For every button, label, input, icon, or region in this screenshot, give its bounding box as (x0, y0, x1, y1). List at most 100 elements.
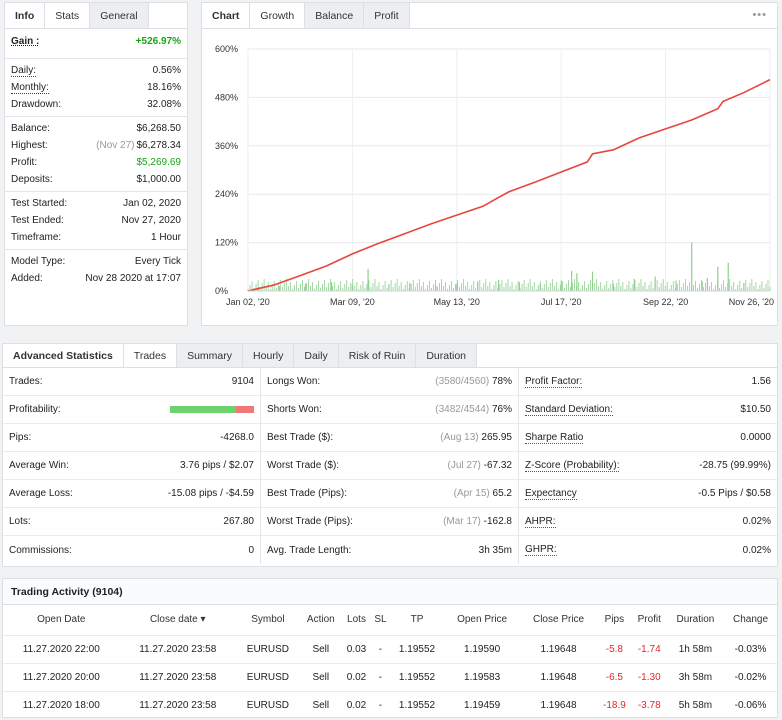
volume-bar (727, 283, 729, 291)
volume-bar (402, 289, 404, 291)
volume-bar (562, 281, 563, 291)
volume-bar (481, 287, 483, 291)
volume-bar (731, 286, 733, 291)
balance-value: $6,268.50 (136, 123, 182, 134)
balance-row: Balance: $6,268.50 (11, 120, 181, 137)
drawdown-label: Drawdown: (11, 99, 62, 110)
table-row[interactable]: 11.27.2020 18:00 11.27.2020 23:58 EURUSD Se… (3, 690, 777, 719)
volume-bar (545, 280, 547, 291)
column-header[interactable]: Close date ▾ (149, 614, 206, 626)
volume-bar (541, 288, 543, 291)
table-cell: 3h 58m (666, 662, 724, 691)
volume-bar (515, 285, 517, 291)
volume-bar (422, 282, 424, 291)
table-cell: -1.30 (631, 662, 667, 691)
volume-bar (336, 289, 338, 291)
tab-advanced-statistics[interactable]: Advanced Statistics (3, 344, 124, 367)
volume-bar (497, 279, 500, 291)
y-tick-label: 240% (215, 189, 238, 199)
volume-bar (316, 285, 317, 291)
volume-bar (713, 289, 714, 291)
volume-bar (352, 279, 354, 291)
tab-trades[interactable]: Trades (123, 344, 178, 367)
table-cell: 1.19648 (519, 662, 598, 691)
volume-bar (437, 287, 438, 291)
tab-general[interactable]: General (90, 3, 149, 28)
volume-bar (456, 283, 458, 291)
volume-bar (513, 289, 515, 291)
volume-bar (505, 283, 507, 291)
tab-stats[interactable]: Stats (45, 3, 91, 28)
volume-bar (555, 282, 557, 291)
highest-value: $6,278.34 (136, 140, 182, 151)
volume-bar (721, 284, 723, 291)
model-type-label: Model Type: (11, 256, 66, 267)
volume-bar (364, 288, 366, 291)
volume-bar (557, 289, 559, 291)
tab-summary[interactable]: Summary (177, 344, 244, 367)
tab-growth[interactable]: Growth (250, 3, 306, 28)
table-cell: 11.27.2020 18:00 (3, 690, 120, 719)
growth-line (247, 78, 771, 292)
volume-bar (608, 288, 610, 291)
volume-bar (310, 286, 311, 291)
table-row[interactable]: 11.27.2020 22:00 11.27.2020 23:58 EURUSD Se… (3, 634, 777, 663)
test-started-label: Test Started: (11, 198, 68, 209)
volume-bar (350, 283, 352, 291)
volume-bar (654, 284, 656, 291)
volume-bar (535, 289, 537, 291)
volume-bar (435, 280, 436, 291)
tab-duration[interactable]: Duration (416, 344, 478, 367)
volume-bar (753, 286, 755, 291)
volume-bar (382, 285, 384, 291)
tab-daily[interactable]: Daily (294, 344, 339, 367)
volume-bar (340, 281, 342, 291)
stats-tabs: Advanced Statistics Trades Summary Hourl… (3, 344, 777, 368)
volume-bar (424, 289, 426, 291)
table-cell: - (371, 662, 390, 691)
volume-bar (409, 282, 411, 291)
table-cell: -0.02% (724, 662, 777, 691)
volume-bar (586, 288, 587, 291)
tab-hourly[interactable]: Hourly (243, 344, 295, 367)
tab-balance[interactable]: Balance (305, 3, 365, 28)
more-options-icon[interactable]: ••• (752, 9, 767, 21)
profit-label: Profit: (11, 157, 38, 168)
volume-bar (398, 286, 400, 291)
table-cell: 5h 58m (666, 690, 724, 719)
tab-chart[interactable]: Chart (202, 3, 251, 28)
stat-row: Shorts Won: (3482/4544) 76% (261, 396, 518, 424)
tab-info[interactable]: Info (5, 3, 46, 28)
volume-bar (281, 287, 283, 291)
volume-bar (761, 281, 763, 291)
volume-bar (435, 285, 437, 291)
table-row[interactable]: 11.27.2020 20:00 11.27.2020 23:58 EURUSD Se… (3, 662, 777, 691)
tab-risk-of-ruin[interactable]: Risk of Ruin (338, 344, 417, 367)
monthly-label[interactable]: Monthly: (11, 82, 49, 94)
gain-label[interactable]: Gain : (11, 36, 40, 47)
volume-bar (368, 280, 370, 291)
volume-bar (251, 281, 253, 291)
table-cell: 1.19552 (389, 690, 445, 719)
volume-bar (656, 280, 658, 291)
tab-profit[interactable]: Profit (364, 3, 410, 28)
profit-value: $5,269.69 (136, 157, 182, 168)
added-label: Added: (11, 273, 43, 284)
volume-bar (592, 287, 594, 291)
volume-bar (626, 285, 628, 291)
volume-bar (604, 285, 606, 291)
volume-bar (473, 281, 475, 291)
volume-bar (324, 280, 325, 291)
column-header: Pips (604, 614, 625, 626)
daily-label[interactable]: Daily: (11, 65, 37, 77)
volume-bar (278, 286, 280, 291)
column-header: Action (306, 614, 335, 626)
column-header: Open Date (37, 614, 86, 626)
volume-bar (664, 286, 666, 291)
y-tick-label: 480% (215, 92, 238, 102)
volume-bar (291, 289, 293, 291)
stats-column-2: Longs Won: (3580/4560) 78% Shorts Won: (34… (261, 368, 519, 564)
volume-bar (668, 289, 670, 291)
volume-bar (396, 279, 398, 291)
timeframe-label: Timeframe: (11, 232, 62, 243)
